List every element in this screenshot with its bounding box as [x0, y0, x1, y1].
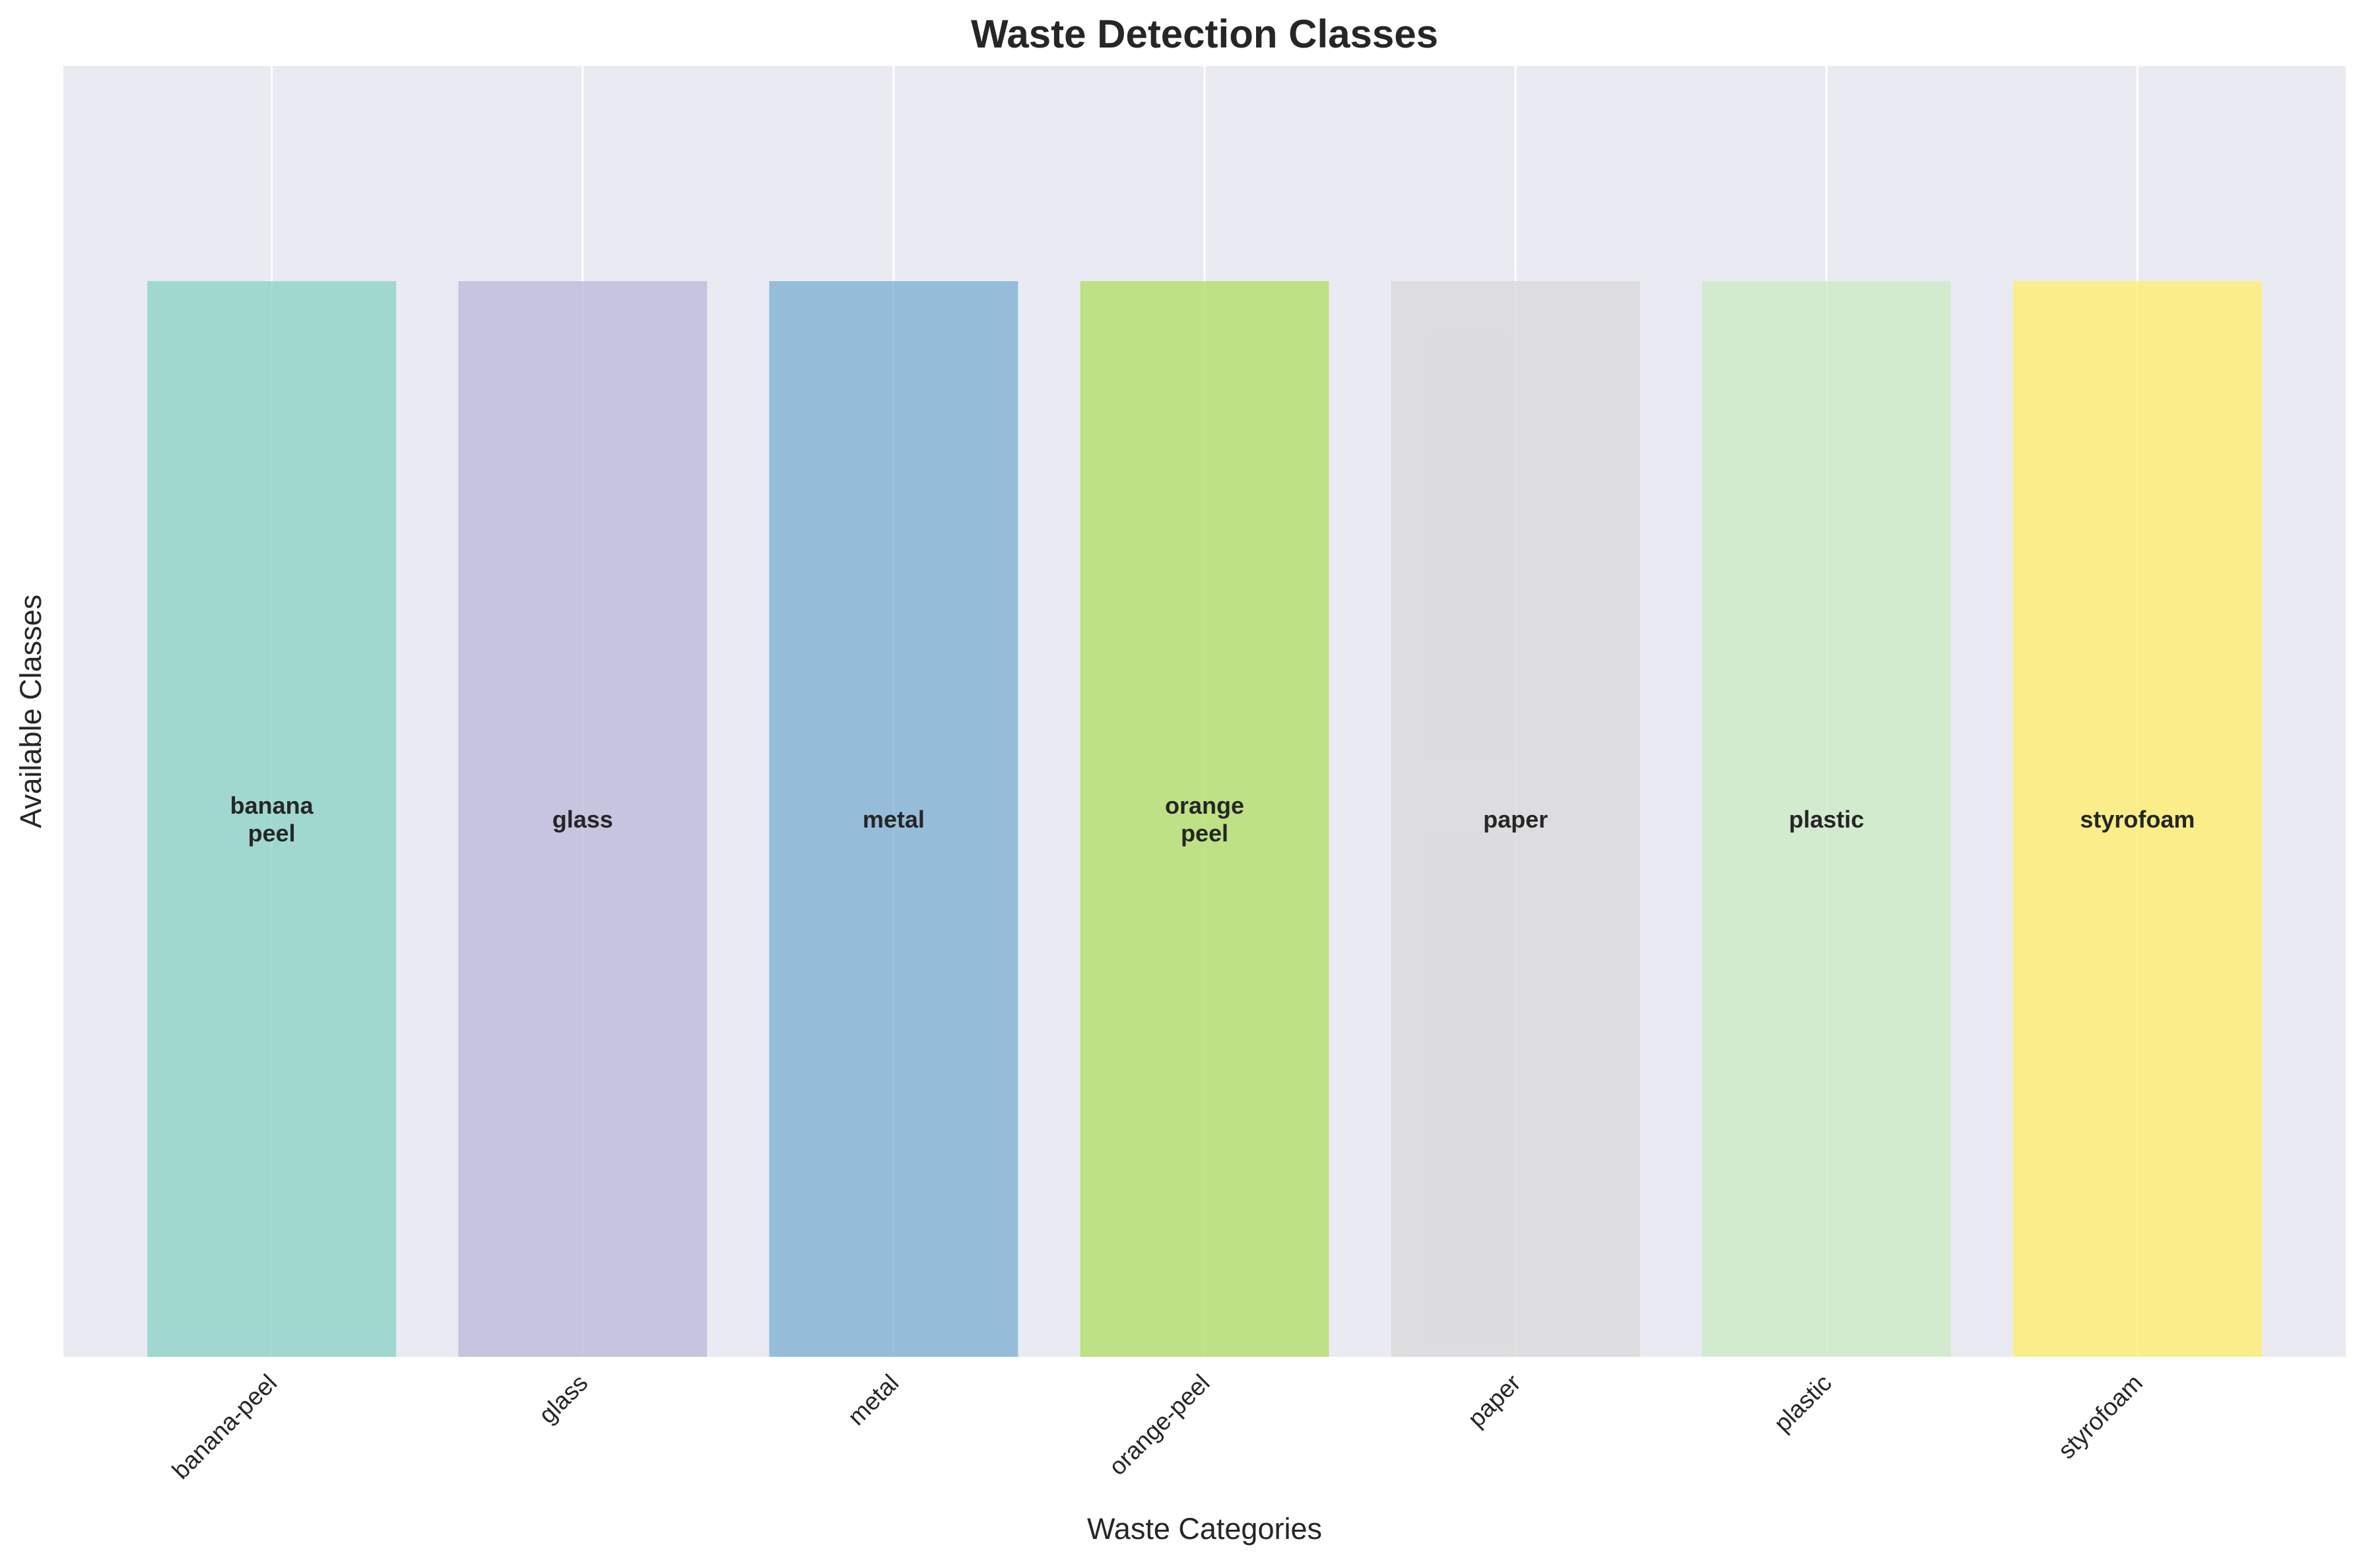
x-tick-label-paper: paper [1463, 1369, 1526, 1433]
x-tick-label-banana-peel: banana-peel [167, 1369, 282, 1484]
bar-label-banana-peel: banana peel [230, 792, 314, 847]
bar-metal [769, 281, 1018, 1357]
bar-paper [1391, 281, 1640, 1357]
chart-title: Waste Detection Classes [971, 12, 1438, 56]
x-tick-label-glass: glass [533, 1369, 593, 1429]
bar-label-orange-peel: orange peel [1165, 792, 1244, 847]
x-axis-label: Waste Categories [1087, 1512, 1322, 1546]
x-tick-label-orange-peel: orange-peel [1104, 1369, 1215, 1481]
x-tick-labels: banana-peel glass metal orange-peel paper pla… [167, 1369, 2148, 1484]
bar-label-metal: metal [863, 806, 925, 833]
x-tick-label-metal: metal [843, 1369, 904, 1431]
x-tick-label-styrofoam: styrofoam [2053, 1369, 2148, 1464]
y-axis-label: Available Classes [14, 595, 48, 828]
bars [147, 281, 2262, 1357]
bar-styrofoam [2012, 281, 2262, 1357]
bar-label-plastic: plastic [1789, 806, 1864, 833]
bar-label-glass: glass [552, 806, 613, 833]
x-tick-label-plastic: plastic [1769, 1369, 1837, 1437]
bar-glass [458, 281, 708, 1357]
bar-label-styrofoam: styrofoam [2080, 806, 2195, 833]
bar-labels: banana peel glass metal orange peel paper plast… [230, 792, 2195, 847]
bar-plastic [1702, 281, 1951, 1357]
bar-banana-peel [147, 281, 397, 1357]
bar-label-paper: paper [1483, 806, 1548, 833]
bar-orange-peel [1080, 281, 1329, 1357]
